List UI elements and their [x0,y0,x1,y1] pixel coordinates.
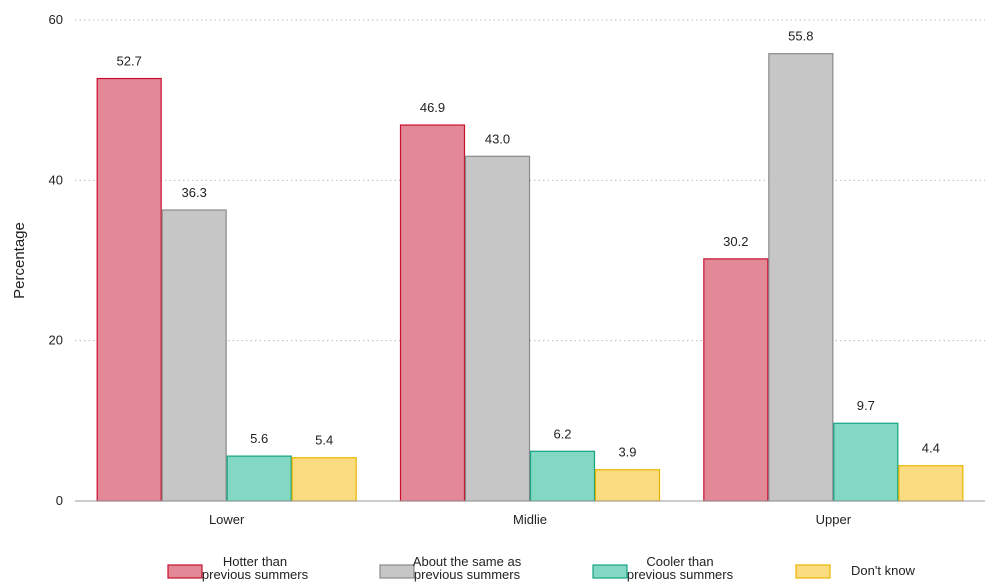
bar-value-label: 55.8 [788,29,813,44]
legend-label: previous summers [202,567,309,582]
x-tick-label: Upper [816,512,852,527]
bar [594,469,661,502]
bar [96,77,162,502]
bar [768,53,834,502]
legend-label: Hotter than [223,554,287,569]
y-tick-label: 40 [49,172,63,187]
legend-label: previous summers [627,567,734,582]
legend-swatch [167,564,203,579]
bar-value-label: 9.7 [857,398,875,413]
legend-label: Don't know [851,563,916,578]
bar [399,124,466,502]
y-tick-label: 0 [56,493,63,508]
y-axis-title: Percentage [11,222,28,299]
bar-value-label: 46.9 [420,100,445,115]
legend-swatch [795,564,831,579]
bar [833,422,899,502]
bar-value-label: 30.2 [723,234,748,249]
legend-label: Cooler than [646,554,713,569]
bar-value-label: 36.3 [182,185,207,200]
legend-swatch [592,564,628,579]
bar-value-label: 6.2 [553,426,571,441]
bar-value-label: 5.4 [315,433,333,448]
legend-swatch [379,564,415,579]
y-tick-label: 60 [49,12,63,27]
bar-value-label: 5.6 [250,431,268,446]
bar [703,258,769,502]
x-tick-label: Lower [209,512,245,527]
legend-label: previous summers [414,567,521,582]
bar [291,457,357,502]
bar-value-label: 43.0 [485,131,510,146]
x-tick-label: Midlie [513,512,547,527]
bar-value-label: 4.4 [922,441,940,456]
bar [226,455,292,502]
bars: 52.7 36.3 5.6 5.4 46.9 43.0 6.2 3.9 30.2 55.8 9.7 4… [96,29,964,502]
bar [898,465,964,502]
bar-value-label: 3.9 [618,445,636,460]
y-axis: 0 20 40 60 [49,12,63,508]
bar [529,450,596,502]
bar [464,155,531,502]
bar [161,209,227,502]
x-axis: Lower Midlie Upper [75,500,985,527]
y-tick-label: 20 [49,333,63,348]
bar-value-label: 52.7 [117,54,142,69]
legend-label: About the same as [413,554,522,569]
